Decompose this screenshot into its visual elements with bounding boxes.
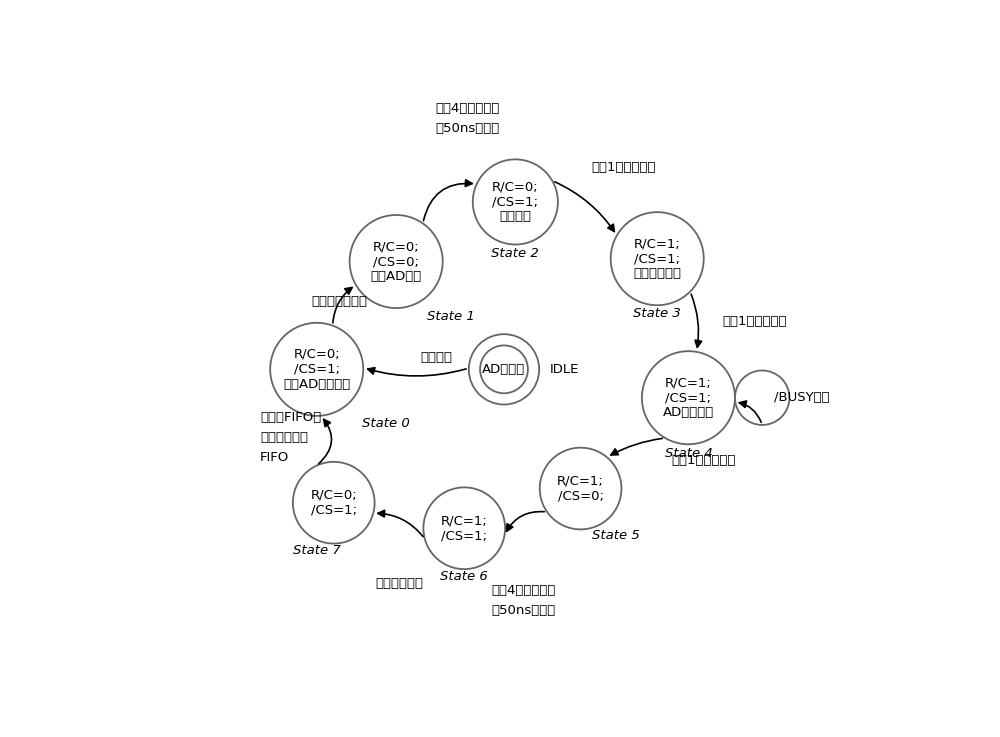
Text: 保持1个时钟周期: 保持1个时钟周期 [591, 161, 655, 175]
Text: FIFO: FIFO [260, 451, 289, 464]
Text: R/C=0;
/CS=1;
设定AD扫描模式: R/C=0; /CS=1; 设定AD扫描模式 [283, 348, 350, 391]
Text: State 7: State 7 [293, 545, 341, 557]
Circle shape [642, 352, 735, 444]
Text: AD初始化: AD初始化 [482, 363, 526, 376]
Circle shape [293, 462, 375, 544]
Text: R/C=0;
/CS=1;
切换通道: R/C=0; /CS=1; 切换通道 [492, 181, 539, 223]
Text: State 2: State 2 [491, 246, 539, 259]
Text: IDLE: IDLE [549, 363, 579, 376]
Text: R/C=1;
/CS=1;
使能通道输出: R/C=1; /CS=1; 使能通道输出 [633, 237, 681, 280]
Circle shape [469, 334, 539, 405]
Circle shape [423, 487, 505, 569]
Text: State 6: State 6 [440, 570, 488, 583]
Text: 获取转换数据: 获取转换数据 [375, 577, 423, 590]
Text: R/C=0;
/CS=0;
启动AD转换: R/C=0; /CS=0; 启动AD转换 [371, 240, 422, 283]
Text: R/C=1;
/CS=0;: R/C=1; /CS=0; [557, 475, 604, 503]
Text: 保持1个时钟周期: 保持1个时钟周期 [671, 454, 736, 467]
Circle shape [270, 323, 363, 416]
Circle shape [350, 215, 443, 308]
Circle shape [473, 159, 558, 245]
Text: 计数大于预设值: 计数大于预设值 [311, 295, 367, 308]
Text: 产生写FIFO请: 产生写FIFO请 [260, 411, 321, 424]
Text: （50ns以上）: （50ns以上） [492, 604, 556, 617]
Text: 触发信号: 触发信号 [420, 352, 452, 365]
Text: State 1: State 1 [427, 310, 475, 323]
Text: （50ns以上）: （50ns以上） [435, 122, 499, 135]
Circle shape [540, 447, 621, 529]
Text: State 3: State 3 [633, 307, 681, 321]
Text: State 4: State 4 [665, 447, 712, 460]
Text: R/C=1;
/CS=1;: R/C=1; /CS=1; [441, 514, 488, 542]
Text: R/C=0;
/CS=1;: R/C=0; /CS=1; [310, 489, 357, 517]
Text: R/C=1;
/CS=1;
AD转换阶段: R/C=1; /CS=1; AD转换阶段 [663, 376, 714, 419]
Circle shape [611, 212, 704, 305]
Text: /BUSY为低: /BUSY为低 [774, 391, 829, 404]
Text: State 0: State 0 [362, 416, 410, 430]
Text: 保持4个时钟周期: 保持4个时钟周期 [492, 584, 556, 597]
Text: State 5: State 5 [592, 529, 640, 542]
Text: 求，数据送至: 求，数据送至 [260, 431, 308, 444]
Text: 保持1个时钟周期: 保持1个时钟周期 [722, 315, 787, 328]
Text: 保持4个时钟周期: 保持4个时钟周期 [435, 102, 499, 115]
